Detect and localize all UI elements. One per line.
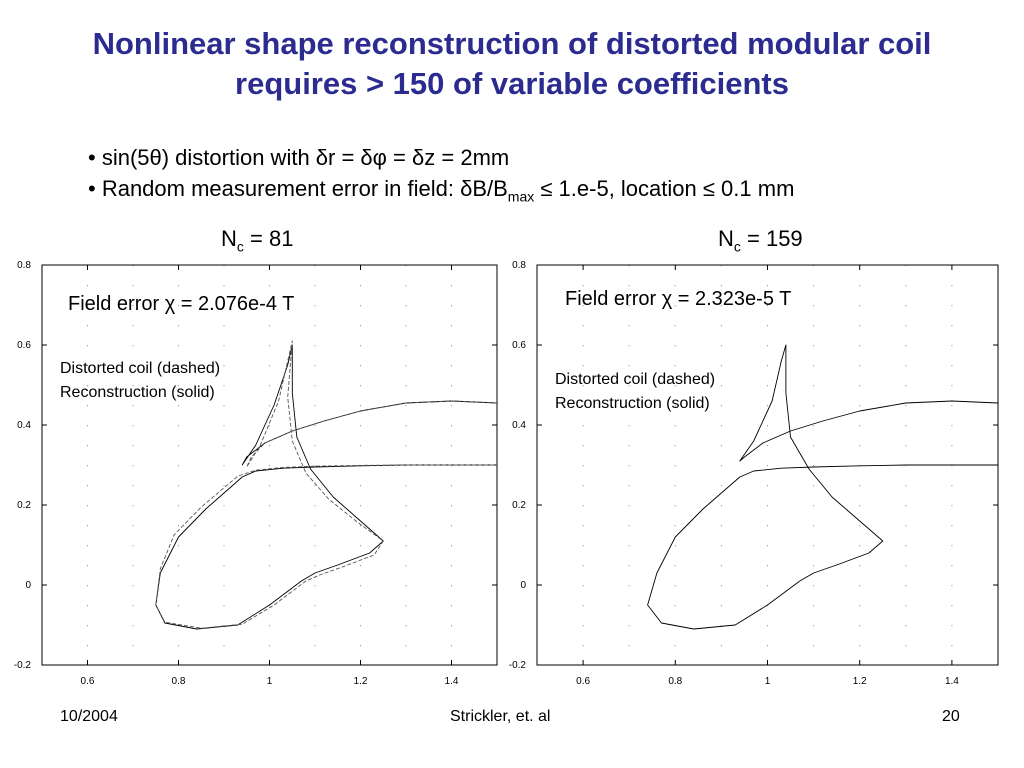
slide-title: Nonlinear shape reconstruction of distor… [0, 24, 1024, 104]
title-line-2: requires > 150 of variable coefficients [235, 66, 789, 101]
bullet-1: • sin(5θ) distortion with δr = δφ = δz =… [88, 145, 510, 170]
panel-1-legend-dashed: Distorted coil (dashed) [60, 360, 220, 377]
panel-1-ytick-label: 0.6 [17, 340, 31, 351]
panel-2-xtick-label: 0.6 [576, 676, 590, 687]
panel-1-xtick-label: 0.6 [81, 676, 95, 687]
bullet-2-text: • Random measurement error in field: δB/… [88, 176, 508, 201]
footer-date: 10/2004 [60, 708, 118, 725]
panel-2-legend-dashed: Distorted coil (dashed) [555, 371, 715, 388]
panel-2-field-error-label: Field error χ = 2.323e-5 T [565, 288, 791, 310]
panel-1-title: Nc = 81 [221, 226, 293, 254]
panel-2-xtick-label: 0.8 [668, 676, 682, 687]
bullet-2-subscript: max [507, 188, 535, 205]
panel-2-title-rest: = 159 [740, 226, 803, 251]
bullet-list: • sin(5θ) distortion with δr = δφ = δz =… [88, 142, 794, 212]
panel-2-ytick-label: 0 [520, 580, 526, 591]
panel-1-xtick-label: 1.2 [354, 676, 368, 687]
panel-1-ytick-label: 0.4 [17, 420, 31, 431]
panel-1-title-sub: c [236, 238, 244, 255]
bullet-2-rest: ≤ 1.e-5, location ≤ 0.1 mm [534, 176, 795, 201]
panel-2-ytick-label: 0.4 [512, 420, 526, 431]
panel-2-xtick-label: 1 [765, 676, 771, 687]
footer-page: 20 [942, 708, 960, 725]
panel-1-xtick-label: 1 [267, 676, 273, 687]
panel-2-title-main: N [718, 226, 734, 251]
panel-1-series-solid-1 [155, 344, 497, 630]
panel-1-ytick-label: 0.8 [17, 260, 31, 271]
footer-author: Strickler, et. al [450, 708, 551, 725]
title-line-1: Nonlinear shape reconstruction of distor… [92, 26, 932, 61]
panel-2-title: Nc = 159 [718, 226, 803, 254]
panel-2-xtick-label: 1.4 [945, 676, 959, 687]
panel-1-field-error-label: Field error χ = 2.076e-4 T [68, 293, 294, 315]
panel-1-title-main: N [221, 226, 237, 251]
panel-2-ytick-label: 0.2 [512, 500, 526, 511]
panel-1-xtick-label: 0.8 [172, 676, 186, 687]
panel-1-ytick-label: 0 [25, 580, 31, 591]
panel-2-xtick-label: 1.2 [853, 676, 867, 687]
panel-2-legend-solid: Reconstruction (solid) [555, 395, 710, 412]
panel-1-series-dashed-2 [155, 340, 497, 629]
panel-2-title-sub: c [733, 238, 741, 255]
panel-2-ytick-label: 0.8 [512, 260, 526, 271]
panel-1-legend-solid: Reconstruction (solid) [60, 384, 215, 401]
panel-2-ytick-label: -0.2 [509, 660, 527, 671]
panel-2-series-solid-1 [647, 344, 998, 630]
bullet-2: • Random measurement error in field: δB/… [88, 173, 794, 212]
panel-1-ytick-label: -0.2 [14, 660, 32, 671]
panel-1-xtick-label: 1.4 [445, 676, 459, 687]
panel-2-ytick-label: 0.6 [512, 340, 526, 351]
panel-1-title-rest: = 81 [243, 226, 294, 251]
panel-1-ytick-label: 0.2 [17, 500, 31, 511]
